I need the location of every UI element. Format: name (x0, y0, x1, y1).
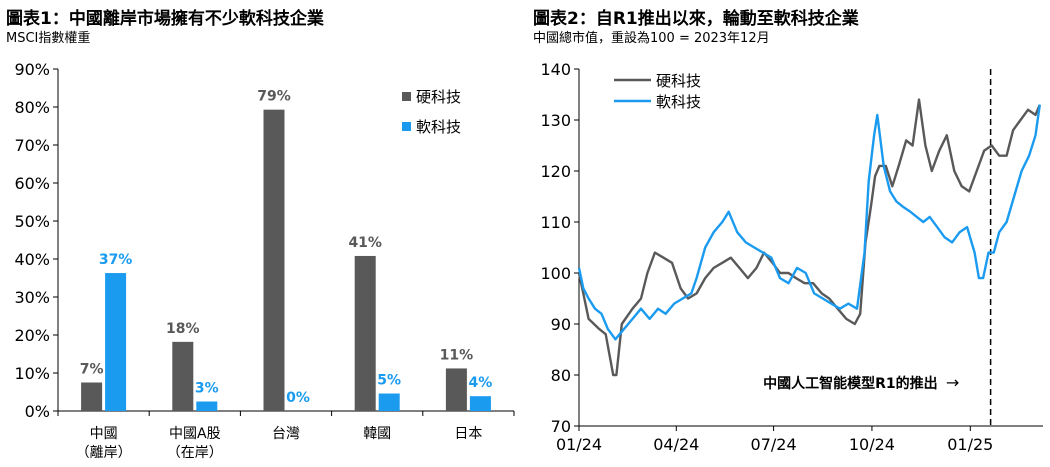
y-tick-label: 70 (551, 417, 571, 436)
legend-label: 軟科技 (416, 118, 461, 136)
y-tick-label: 60% (14, 174, 50, 193)
y-tick-label: 20% (14, 326, 50, 345)
y-tick-label: 70% (14, 136, 50, 155)
x-category-label: （離岸） (76, 444, 132, 461)
bar-hard-tech (354, 255, 376, 411)
bar-chart: 0% 10% 20% 30% 40% 50% 60% 70% 80% 90% 中國 （離岸） 7% 37%… (14, 60, 515, 461)
series-line-hard-tech (577, 98, 1041, 377)
series-line-soft-tech (577, 104, 1041, 341)
bar-data-label: 7% (80, 362, 104, 378)
chart-panel-rotation: 圖表2：自R1推出以來，輪動至軟科技企業 中國總市值，重設為100 = 2023… (525, 0, 1050, 467)
x-category-label: 中國A股 (169, 426, 221, 442)
x-category-label: （在岸） (167, 445, 223, 461)
chart-panel-weights: 圖表1：中國離岸市場擁有不少軟科技企業 MSCI指數權重 0% 10% 20% 30%… (6, 9, 515, 461)
y-tick-label: 10% (14, 364, 50, 383)
y-tick-label: 80% (14, 98, 50, 117)
annotation-label: 中國人工智能模型R1的推出 (763, 375, 938, 392)
legend-label: 硬科技 (416, 88, 461, 106)
bar-hard-tech (172, 341, 194, 411)
chart1-subtitle: MSCI指數權重 (6, 31, 91, 46)
bar-data-label: 5% (377, 373, 401, 389)
bar-data-label: 41% (348, 235, 382, 251)
y-tick-label: 90% (14, 60, 50, 79)
chart2-subtitle: 中國總市值，重設為100 = 2023年12月 (533, 31, 770, 46)
bar-data-label: 4% (469, 375, 493, 391)
bar-data-label: 3% (195, 381, 219, 397)
bar-data-label: 0% (286, 390, 310, 406)
chart2-title: 圖表2：自R1推出以來，輪動至軟科技企業 (533, 9, 859, 29)
legend-swatch (402, 122, 411, 131)
bar-soft-tech (105, 273, 127, 411)
bar-data-label: 11% (440, 347, 474, 363)
y-tick-label: 80 (551, 366, 571, 385)
line-chart: 70 80 90 100 110 120 130 140 01/24 04/24 07/24 10/2… (540, 60, 1043, 454)
legend-swatch (402, 92, 411, 101)
y-tick-label: 30% (14, 288, 50, 307)
x-tick-label: 10/24 (849, 435, 895, 454)
bar-hard-tech (445, 368, 467, 411)
x-category-label: 韓國 (363, 426, 391, 442)
chart1-title: 圖表1：中國離岸市場擁有不少軟科技企業 (6, 9, 324, 29)
x-tick-label: 04/24 (653, 435, 699, 454)
y-tick-label: 0% (25, 402, 50, 421)
y-tick-label: 110 (540, 213, 571, 232)
y-tick-label: 40% (14, 250, 50, 269)
x-category-label: 日本 (454, 426, 482, 442)
annotation-arrow: → (946, 373, 959, 392)
bar-hard-tech (81, 382, 103, 411)
bar-data-label: 37% (99, 252, 133, 268)
bar-data-label: 79% (257, 89, 291, 105)
x-category-label: 中國 (90, 426, 118, 442)
bar-soft-tech (469, 396, 491, 411)
bar-data-label: 18% (166, 321, 200, 337)
y-tick-label: 100 (540, 264, 571, 283)
bar-hard-tech (263, 109, 285, 411)
x-tick-label: 01/25 (947, 435, 993, 454)
bar-soft-tech (196, 401, 218, 411)
legend-label: 軟科技 (656, 93, 701, 111)
y-tick-label: 140 (540, 60, 571, 79)
y-tick-label: 50% (14, 212, 50, 231)
x-category-label: 台灣 (272, 426, 300, 442)
x-tick-label: 07/24 (751, 435, 797, 454)
legend-label: 硬科技 (656, 72, 701, 90)
y-tick-label: 130 (540, 111, 571, 130)
y-tick-label: 120 (540, 162, 571, 181)
x-tick-label: 01/24 (556, 435, 602, 454)
bar-soft-tech (378, 393, 400, 411)
y-tick-label: 90 (551, 315, 571, 334)
